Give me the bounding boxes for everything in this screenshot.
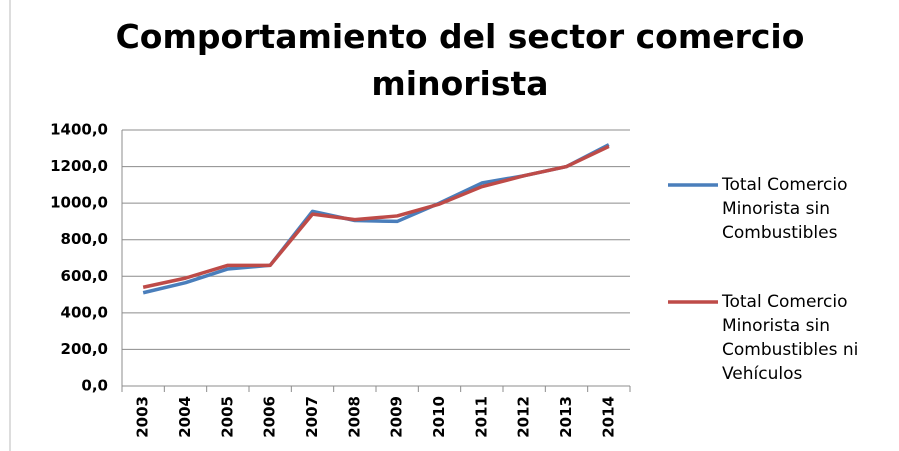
legend-label: Total Comercio Minorista sin Combustible… — [722, 175, 848, 243]
y-tick-label: 800,0 — [61, 230, 108, 248]
x-tick-label: 2011 — [472, 396, 490, 438]
x-tick-label: 2014 — [599, 396, 617, 438]
x-tick-label: 2013 — [557, 396, 575, 438]
x-tick-label: 2004 — [176, 396, 194, 438]
series-line — [142, 144, 610, 289]
x-tick-label: 2009 — [388, 396, 406, 438]
x-tick-label: 2006 — [261, 396, 279, 438]
y-tick-label: 1400,0 — [50, 121, 108, 139]
x-tick-label: 2003 — [134, 396, 152, 438]
y-tick-label: 400,0 — [61, 303, 108, 321]
x-tick-label: 2007 — [303, 396, 321, 438]
legend-label: Total Comercio Minorista sin Combustible… — [722, 292, 859, 384]
y-tick-label: 200,0 — [61, 340, 108, 358]
y-tick-label: 0,0 — [81, 377, 108, 395]
chart-title: Comportamiento del sector comercio minori… — [116, 17, 805, 103]
x-tick-label: 2008 — [345, 396, 363, 438]
x-tick-label: 2005 — [218, 396, 236, 438]
x-tick-label: 2010 — [430, 396, 448, 438]
y-tick-label: 1000,0 — [50, 194, 108, 212]
title-line: minorista — [371, 64, 548, 103]
y-tick-label: 1200,0 — [50, 157, 108, 175]
x-tick-label: 2012 — [515, 396, 533, 438]
title-line: Comportamiento del sector comercio — [116, 17, 805, 56]
y-tick-label: 600,0 — [61, 267, 108, 285]
